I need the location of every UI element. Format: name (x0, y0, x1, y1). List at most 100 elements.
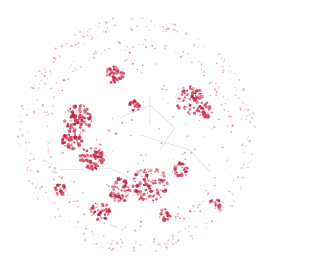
speckle (117, 70, 119, 72)
speckle (120, 71, 123, 74)
speckle (109, 224, 110, 225)
speckle (37, 87, 39, 89)
speckle (153, 194, 156, 197)
speckle (33, 84, 34, 85)
speckle (83, 35, 85, 37)
speckle (116, 187, 118, 189)
speckle (105, 217, 107, 219)
speckle (122, 196, 124, 198)
speckle (176, 216, 177, 217)
speckle (61, 177, 63, 179)
speckle (182, 87, 184, 89)
speckle (223, 61, 224, 62)
speckle (199, 210, 201, 212)
speckle (112, 75, 114, 77)
speckle (140, 244, 142, 246)
speckle (86, 159, 87, 160)
speckle (64, 193, 65, 194)
speckle (46, 111, 47, 112)
speckle (160, 189, 162, 191)
speckle (180, 105, 181, 106)
speckle (214, 185, 215, 186)
speckle (98, 27, 99, 28)
speckle (189, 104, 192, 107)
speckle (91, 215, 93, 217)
speckle (216, 62, 218, 64)
speckle (173, 29, 175, 31)
speckle (64, 145, 65, 146)
speckle (218, 119, 220, 121)
speckle (113, 80, 115, 82)
speckle (53, 202, 55, 204)
speckle (103, 222, 105, 224)
speckle (54, 186, 57, 189)
speckle (137, 108, 139, 110)
speckle (73, 128, 74, 129)
speckle (206, 222, 207, 223)
speckle (26, 158, 27, 159)
speckle (26, 150, 27, 151)
speckle (241, 167, 243, 169)
speckle (160, 244, 161, 245)
speckle (105, 210, 108, 213)
speckle (247, 167, 248, 168)
speckle (109, 48, 110, 49)
speckle (138, 44, 139, 45)
speckle (100, 53, 101, 54)
speckle (47, 144, 48, 145)
speckle (231, 71, 232, 72)
speckle (134, 180, 136, 182)
speckle (163, 216, 165, 218)
speckle (140, 183, 142, 185)
speckle (41, 186, 43, 188)
speckle (98, 22, 100, 24)
speckle (172, 116, 174, 118)
speckle (85, 123, 88, 126)
speckle (88, 59, 89, 60)
speckle (176, 174, 179, 177)
speckle (199, 110, 200, 111)
speckle (245, 108, 247, 110)
speckle (47, 152, 48, 153)
speckle (141, 17, 143, 19)
speckle (202, 112, 205, 115)
speckle (75, 201, 77, 203)
speckle (188, 225, 190, 227)
speckle (202, 62, 204, 64)
speckle (108, 67, 111, 70)
speckle (186, 93, 189, 96)
speckle (121, 229, 123, 231)
speckle (67, 125, 68, 126)
speckle (108, 129, 110, 131)
speckle (183, 218, 185, 220)
speckle (114, 186, 116, 188)
speckle (190, 89, 191, 90)
speckle (103, 235, 105, 237)
speckle (243, 152, 245, 154)
speckle (246, 138, 248, 140)
speckle (184, 171, 187, 174)
speckle (151, 198, 152, 199)
speckle (120, 75, 122, 77)
speckle (104, 93, 105, 94)
speckle (122, 76, 124, 78)
speckle (165, 246, 167, 248)
speckle (60, 45, 62, 47)
speckle (95, 206, 97, 208)
speckle (67, 123, 69, 125)
speckle (62, 135, 66, 139)
speckle (246, 119, 247, 120)
speckle (228, 115, 230, 117)
speckle (210, 95, 211, 96)
speckle (82, 36, 84, 38)
speckle (70, 181, 71, 182)
speckle (50, 156, 52, 158)
speckle (118, 242, 119, 243)
speckle (95, 25, 96, 26)
speckle (99, 143, 101, 145)
speckle (102, 204, 105, 207)
speckle (204, 197, 205, 198)
speckle (222, 147, 224, 149)
speckle (96, 147, 97, 148)
speckle (222, 72, 224, 74)
